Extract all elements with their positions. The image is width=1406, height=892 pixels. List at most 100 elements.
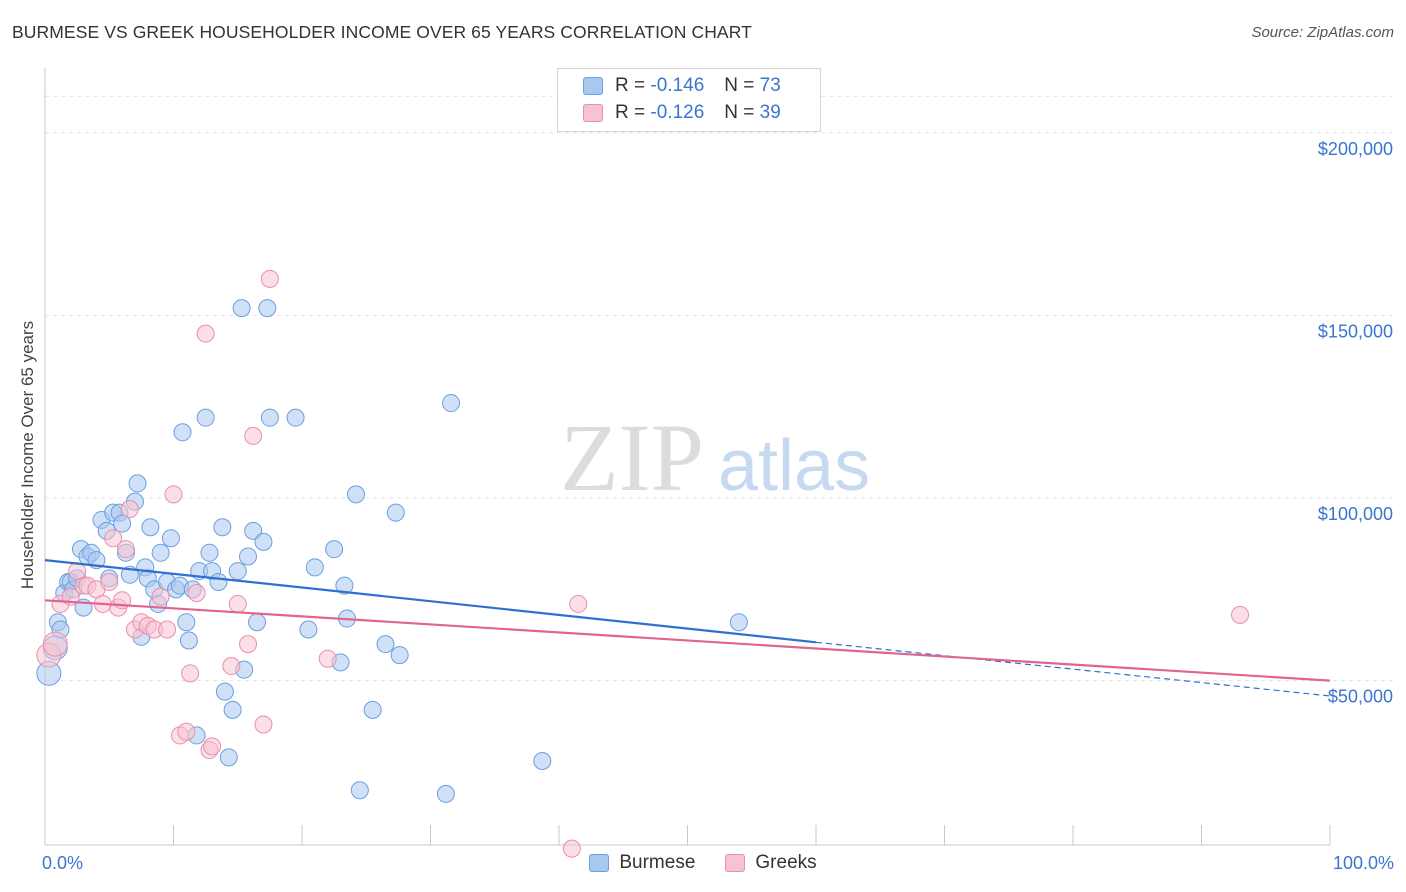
point-greeks xyxy=(181,664,200,683)
legend-n-label: N = xyxy=(724,75,755,96)
trend-lines xyxy=(44,559,1331,697)
point-burmese xyxy=(219,748,238,767)
legend-item-greeks: Greeks xyxy=(725,852,817,874)
point-burmese xyxy=(173,423,192,442)
point-burmese xyxy=(215,682,234,701)
point-burmese xyxy=(350,781,369,800)
legend-swatch-burmese xyxy=(589,854,610,872)
point-burmese xyxy=(363,700,382,719)
point-greeks xyxy=(116,540,135,559)
point-greeks xyxy=(151,587,170,606)
x-tick-max: 100.0% xyxy=(1332,853,1394,873)
point-burmese xyxy=(260,408,279,427)
axes xyxy=(44,68,1331,846)
point-burmese xyxy=(258,299,277,318)
series-legend: Burmese Greeks xyxy=(0,852,1406,874)
point-greeks xyxy=(318,649,337,668)
point-burmese xyxy=(196,408,215,427)
point-burmese xyxy=(390,646,409,665)
y-tick-label: $100,000 xyxy=(1318,504,1393,524)
watermark: ZIP atlas xyxy=(560,404,870,511)
point-greeks xyxy=(244,426,263,445)
legend-r-value: -0.146 xyxy=(650,75,705,96)
legend-label-burmese: Burmese xyxy=(619,852,696,873)
point-greeks xyxy=(569,594,588,613)
source-label: Source: ZipAtlas.com xyxy=(1251,24,1394,41)
trend-line-greeks xyxy=(44,599,1331,682)
point-burmese xyxy=(729,613,748,632)
point-burmese xyxy=(239,547,258,566)
point-burmese xyxy=(442,394,461,413)
point-burmese xyxy=(161,529,180,548)
watermark-zip: ZIP xyxy=(560,404,704,511)
legend-swatch-burmese xyxy=(583,77,603,95)
point-burmese xyxy=(305,558,324,577)
point-burmese xyxy=(335,576,354,595)
point-greeks xyxy=(239,635,258,654)
point-greeks xyxy=(196,324,215,343)
y-tick-label: $200,000 xyxy=(1318,139,1393,159)
point-burmese xyxy=(179,631,198,650)
legend-row-burmese: R = -0.146 N = 73 xyxy=(583,74,781,98)
trend-line-burmese xyxy=(44,559,817,644)
correlation-legend: R = -0.146 N = 73 R = -0.126 N = 39 xyxy=(557,68,821,132)
point-burmese xyxy=(248,613,267,632)
point-greeks xyxy=(260,269,279,288)
point-greeks xyxy=(42,631,68,657)
legend-r-value: -0.126 xyxy=(650,102,705,123)
legend-label-greeks: Greeks xyxy=(755,852,817,873)
point-burmese xyxy=(113,514,132,533)
legend-n-value: 39 xyxy=(759,102,781,123)
y-tick-label: $50,000 xyxy=(1328,687,1393,707)
point-greeks xyxy=(228,594,247,613)
point-greeks xyxy=(562,839,581,858)
point-greeks xyxy=(203,737,222,756)
trend-extension-burmese xyxy=(815,641,1331,697)
point-greeks xyxy=(158,620,177,639)
legend-row-greeks: R = -0.126 N = 39 xyxy=(583,101,781,125)
point-burmese xyxy=(286,408,305,427)
point-greeks xyxy=(187,583,206,602)
point-greeks xyxy=(164,485,183,504)
point-burmese xyxy=(223,700,242,719)
point-burmese xyxy=(141,518,160,537)
point-burmese xyxy=(209,573,228,592)
point-burmese xyxy=(299,620,318,639)
legend-n-label: N = xyxy=(724,102,755,123)
point-burmese xyxy=(386,503,405,522)
point-burmese xyxy=(232,299,251,318)
point-greeks xyxy=(1231,605,1250,624)
legend-swatch-greeks xyxy=(583,104,603,122)
y-tick-label: $150,000 xyxy=(1318,321,1393,341)
point-burmese xyxy=(533,751,552,770)
point-burmese xyxy=(151,543,170,562)
watermark-atlas: atlas xyxy=(718,426,870,506)
point-burmese xyxy=(177,613,196,632)
point-burmese xyxy=(200,543,219,562)
point-burmese xyxy=(346,485,365,504)
point-greeks xyxy=(104,529,123,548)
legend-r-label: R = xyxy=(615,102,646,123)
point-greeks xyxy=(222,657,241,676)
point-burmese xyxy=(228,562,247,581)
x-tick-min: 0.0% xyxy=(42,853,84,873)
point-burmese xyxy=(244,521,263,540)
point-greeks xyxy=(120,499,139,518)
legend-n-value: 73 xyxy=(759,75,781,96)
grid-lines xyxy=(45,95,1395,682)
point-greeks xyxy=(100,573,119,592)
point-burmese xyxy=(376,635,395,654)
chart-title: BURMESE VS GREEK HOUSEHOLDER INCOME OVER… xyxy=(12,22,752,42)
data-points xyxy=(36,269,1250,858)
legend-r-label: R = xyxy=(615,75,646,96)
legend-item-burmese: Burmese xyxy=(589,852,695,874)
point-burmese xyxy=(325,540,344,559)
point-burmese xyxy=(213,518,232,537)
point-burmese xyxy=(254,532,273,551)
point-greeks xyxy=(177,722,196,741)
point-greeks xyxy=(254,715,273,734)
legend-swatch-greeks xyxy=(725,854,746,872)
point-burmese xyxy=(128,474,147,493)
y-tick-labels: $50,000 $100,000 $150,000 $200,000 xyxy=(1318,139,1393,707)
